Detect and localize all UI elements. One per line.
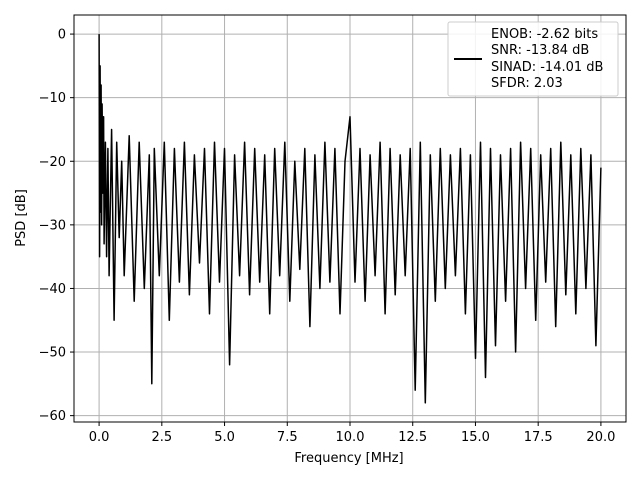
y-axis-label: PSD [dB] xyxy=(14,189,29,247)
x-tick-label: 7.5 xyxy=(277,430,298,445)
y-tick-label: −10 xyxy=(39,91,66,106)
x-tick-label: 20.0 xyxy=(586,430,615,445)
y-tick-label: 0 xyxy=(58,28,66,43)
y-tick-label: −40 xyxy=(39,282,66,297)
x-tick-label: 17.5 xyxy=(524,430,553,445)
legend-box xyxy=(447,21,619,97)
x-axis-label: Frequency [MHz] xyxy=(294,451,403,466)
y-tick-label: −20 xyxy=(39,155,66,170)
x-tick-label: 0.0 xyxy=(89,430,110,445)
x-tick-label: 5.0 xyxy=(214,430,235,445)
legend: ENOB: -2.62 bits SNR: -13.84 dB SINAD: -… xyxy=(447,21,619,97)
x-tick-label: 2.5 xyxy=(151,430,172,445)
legend-sfdr: SFDR: 2.03 xyxy=(491,76,563,91)
legend-snr: SNR: -13.84 dB xyxy=(491,43,589,58)
y-tick-label: −50 xyxy=(39,346,66,361)
legend-sinad: SINAD: -14.01 dB xyxy=(491,60,603,75)
y-tick-label: −30 xyxy=(39,218,66,233)
y-tick-label: −60 xyxy=(39,409,66,424)
plot-area xyxy=(98,34,602,404)
x-tick-label: 10.0 xyxy=(336,430,365,445)
x-tick-label: 12.5 xyxy=(398,430,427,445)
axis-ticks: 0.0 2.5 5.0 7.5 10.0 12.5 15.0 17.5 20.0 0 −10 −20 −… xyxy=(39,28,616,445)
x-tick-label: 15.0 xyxy=(461,430,490,445)
legend-enob: ENOB: -2.62 bits xyxy=(491,27,598,42)
psd-series-line xyxy=(98,34,602,404)
